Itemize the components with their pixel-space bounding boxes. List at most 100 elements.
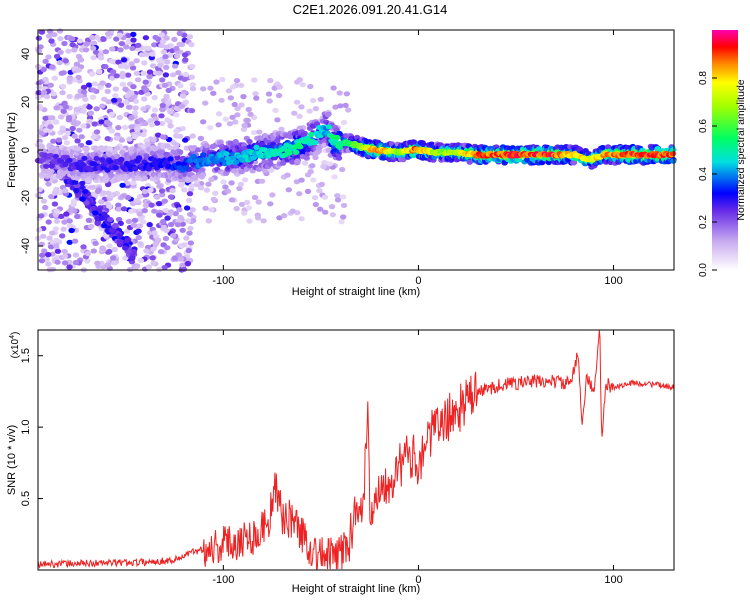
spectrogram-cell (104, 88, 111, 94)
spectrogram-panel: -100 0 100 40 20 0 -20 -40 Height of straight … (6, 28, 677, 298)
spectrogram-cell (186, 230, 193, 236)
spectrogram-cell (161, 198, 168, 204)
spectrogram-cell (128, 124, 135, 130)
spectrogram-y-label: Frequency (Hz) (6, 112, 18, 188)
spectrogram-cell (251, 194, 259, 201)
spectrogram-cell (112, 93, 119, 99)
spectrogram-cell (76, 38, 84, 44)
spectrogram-cell (331, 174, 338, 180)
spectrogram-cell (116, 233, 123, 239)
spectrogram-cell (175, 161, 182, 167)
y-tick-label: -40 (20, 238, 32, 254)
spectrogram-cell (45, 120, 52, 126)
spectrogram-cell (106, 121, 113, 127)
spectrogram-cell (109, 69, 117, 75)
spectrogram-cell (151, 230, 158, 236)
spectrogram-cell (312, 106, 320, 112)
spectrogram-cell (137, 257, 144, 264)
spectrogram-cell (90, 134, 98, 140)
spectrogram-cell (88, 184, 95, 190)
spectrogram-cell (83, 146, 91, 152)
spectrogram-cell (73, 187, 80, 194)
spectrogram-cell (91, 121, 98, 127)
spectrogram-cell (84, 250, 92, 257)
spectrogram-cell (210, 196, 217, 202)
spectrogram-cell (155, 70, 163, 76)
spectrogram-cell (55, 137, 63, 143)
spectrogram-cell (163, 35, 170, 41)
spectrogram-cell (162, 235, 170, 242)
spectrogram-cell (62, 58, 69, 64)
spectrogram-cell (125, 104, 133, 110)
spectrogram-cell (66, 93, 73, 100)
spectrogram-cell (80, 123, 87, 129)
snr-line (37, 330, 675, 570)
spectrogram-cell (339, 166, 346, 173)
spectrogram-cell (159, 39, 167, 45)
spectrogram-cell (130, 37, 137, 43)
spectrogram-cell (110, 255, 117, 261)
spectrogram-cell (137, 241, 144, 247)
spectrogram-cell (258, 178, 266, 184)
spectrogram-cell (336, 90, 343, 96)
spectrogram-cell (177, 182, 185, 188)
spectrogram-cell (61, 135, 69, 141)
spectrogram-cell (107, 216, 114, 223)
spectrogram-cell (53, 105, 60, 111)
spectrogram-cell (410, 139, 417, 145)
spectrogram-cell (45, 181, 52, 187)
spectrogram-cell (241, 177, 249, 183)
spectrogram-cell (100, 190, 107, 196)
spectrogram-cell (111, 260, 118, 266)
spectrogram-cell (146, 222, 153, 228)
spectrogram-cell (123, 64, 130, 70)
spectrogram-cell (164, 117, 171, 123)
spectrogram-x-label: Height of straight line (km) (292, 286, 420, 298)
spectrogram-cell (187, 211, 194, 217)
spectrogram-cell (151, 42, 158, 48)
spectrogram-cell (230, 155, 237, 161)
spectrogram-cell (141, 60, 148, 66)
spectrogram-cell (76, 127, 83, 133)
spectrogram-cell (113, 73, 120, 79)
spectrogram-cell (133, 58, 140, 64)
spectrogram-cell (79, 162, 87, 168)
spectrogram-cell (570, 160, 577, 166)
spectrogram-cell (135, 234, 142, 241)
spectrogram-cell (217, 140, 224, 146)
spectrogram-cell (252, 91, 259, 97)
spectrogram-cell (123, 228, 131, 234)
spectrogram-cell (159, 102, 166, 108)
spectrogram-cell (80, 84, 88, 90)
spectrogram-cell (298, 104, 305, 110)
spectrogram-cell (293, 99, 301, 105)
spectrogram-cell (54, 248, 62, 254)
spectrogram-cell (101, 223, 108, 229)
spectrogram-cell (265, 153, 272, 159)
spectrogram-cell (176, 41, 183, 47)
spectrogram-cell (325, 147, 332, 153)
spectrogram-cell (62, 188, 69, 194)
spectrogram-cell (124, 194, 132, 201)
spectrogram-cell (66, 76, 74, 82)
spectrogram-cell (151, 208, 158, 214)
spectrogram-cell (40, 66, 47, 73)
spectrogram-cell (41, 248, 48, 254)
colorbar-gradient (712, 30, 738, 270)
spectrogram-cell (106, 204, 113, 210)
spectrogram-cell (98, 215, 106, 221)
spectrogram-cell (170, 233, 177, 239)
spectrogram-cell (208, 207, 215, 213)
spectrogram-cell (56, 28, 64, 34)
spectrogram-cell (71, 47, 78, 53)
spectrogram-cell (39, 252, 46, 258)
spectrogram-cell (176, 133, 184, 139)
spectrogram-cell (90, 55, 97, 61)
spectrogram-cell (93, 34, 101, 40)
spectrogram-cell (219, 76, 226, 83)
spectrogram-cell (268, 167, 275, 173)
spectrogram-cell (45, 261, 52, 267)
spectrogram-cell (116, 32, 124, 38)
spectrogram-cell (141, 96, 148, 102)
spectrogram-cell (179, 262, 186, 268)
